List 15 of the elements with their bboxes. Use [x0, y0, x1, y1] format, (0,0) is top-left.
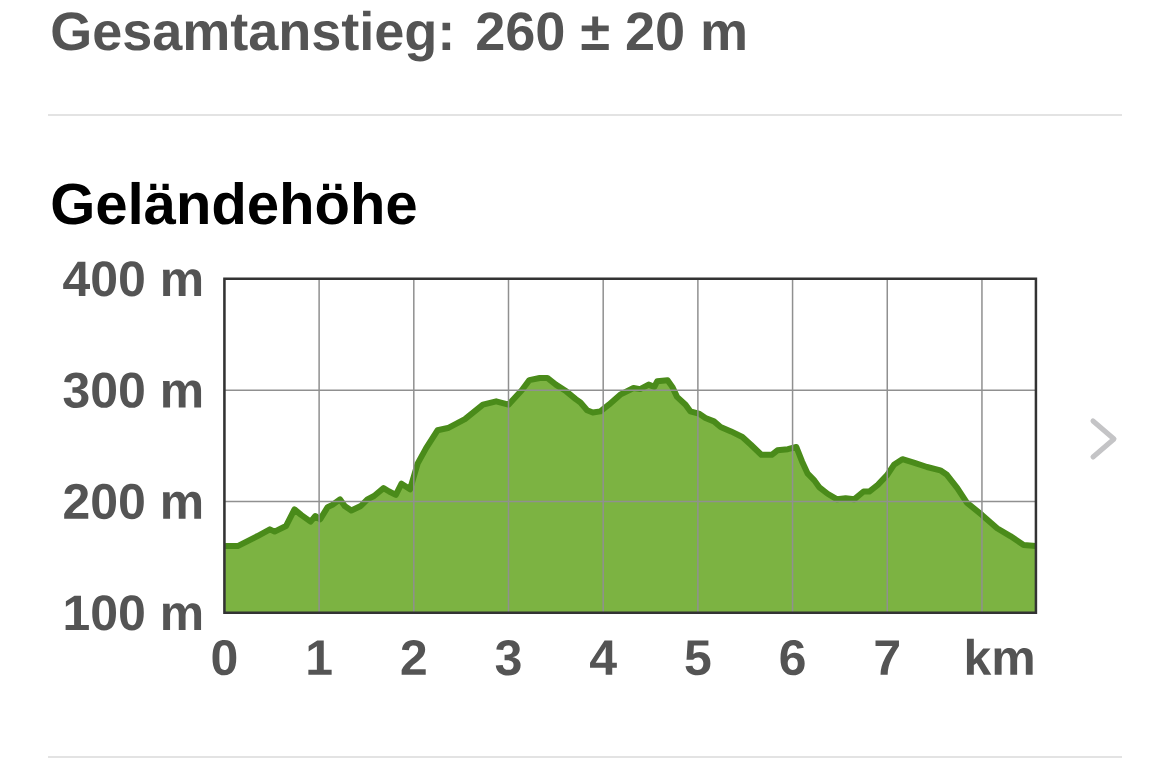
x-axis-title: km — [966, 638, 1033, 675]
x-tick-label: 5 — [685, 640, 711, 676]
x-tick-label: 4 — [590, 640, 617, 675]
x-tick-label: 1 — [308, 640, 332, 675]
x-tick-label: 0 — [212, 639, 237, 676]
x-tick-label: 2 — [401, 639, 426, 675]
text: Gesamtanstieg: 260 ± 20 m — [52, 10, 745, 62]
chart-title: Geländehöhe — [52, 181, 416, 225]
x-tick-label: 6 — [780, 639, 805, 676]
y-tick-label: 300 m — [63, 372, 202, 408]
x-tick-label: 3 — [495, 639, 521, 676]
y-tick-label: 100 m — [65, 595, 202, 631]
x-tick-label: 7 — [875, 640, 899, 675]
y-tick-label: 200 m — [64, 483, 202, 520]
y-tick-label: 400 m — [63, 261, 202, 297]
